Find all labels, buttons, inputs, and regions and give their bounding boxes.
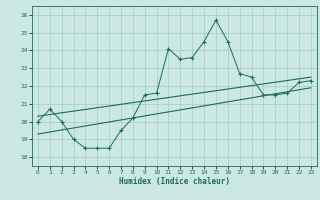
X-axis label: Humidex (Indice chaleur): Humidex (Indice chaleur) <box>119 177 230 186</box>
